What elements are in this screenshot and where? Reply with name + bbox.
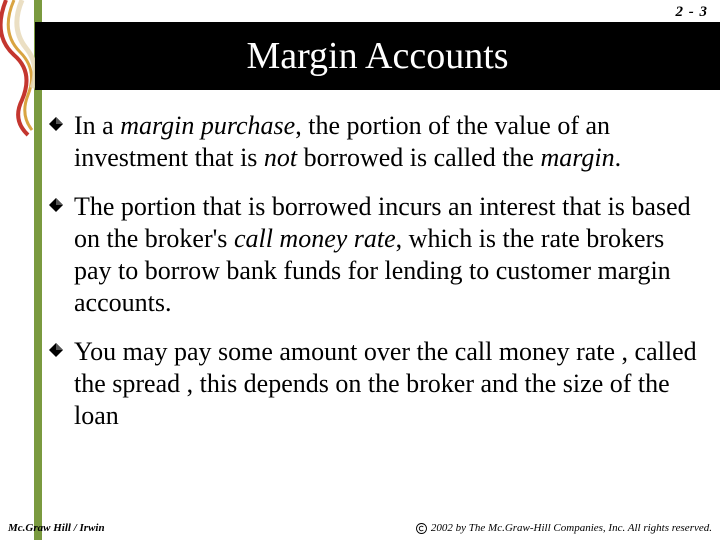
bullet-text: The portion that is borrowed incurs an i… bbox=[74, 191, 702, 318]
bullet-item: The portion that is borrowed incurs an i… bbox=[48, 191, 702, 318]
content-area: In a margin purchase, the portion of the… bbox=[48, 110, 702, 449]
page-title: Margin Accounts bbox=[246, 34, 508, 78]
title-bar: Margin Accounts bbox=[35, 22, 720, 90]
footer-right-text: 2002 by The Mc.Graw-Hill Companies, Inc.… bbox=[431, 522, 712, 534]
diamond-bullet-icon bbox=[48, 197, 64, 213]
diamond-bullet-icon bbox=[48, 116, 64, 132]
bullet-item: You may pay some amount over the call mo… bbox=[48, 336, 702, 431]
diamond-bullet-icon bbox=[48, 342, 64, 358]
page-number: 2 - 3 bbox=[676, 4, 709, 21]
footer-right: 2002 by The Mc.Graw-Hill Companies, Inc.… bbox=[416, 522, 712, 534]
bullet-text: In a margin purchase, the portion of the… bbox=[74, 110, 702, 173]
bullet-text: You may pay some amount over the call mo… bbox=[74, 336, 702, 431]
footer: Mc.Graw Hill / Irwin 2002 by The Mc.Graw… bbox=[8, 522, 712, 534]
bullet-item: In a margin purchase, the portion of the… bbox=[48, 110, 702, 173]
footer-left: Mc.Graw Hill / Irwin bbox=[8, 522, 105, 534]
copyright-icon bbox=[416, 523, 427, 534]
